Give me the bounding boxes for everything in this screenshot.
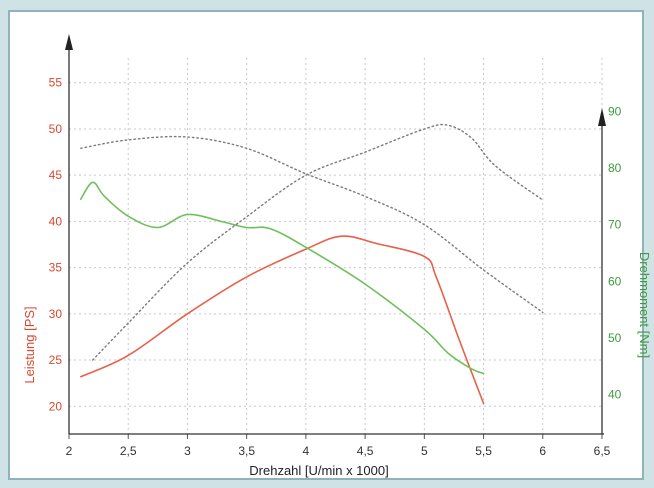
x-tick-label: 3,5 (238, 444, 255, 458)
y2-tick-label: 40 (608, 387, 622, 401)
x-tick-label: 5 (421, 444, 428, 458)
x-tick-label: 5,5 (475, 444, 492, 458)
series-line-drehmoment (80, 181, 485, 375)
grid (69, 58, 603, 434)
y2-tick-label: 70 (608, 218, 622, 232)
x-tick-label: 3 (184, 444, 191, 458)
series-line-leistung (80, 235, 485, 405)
x-tick-label: 4,5 (357, 444, 374, 458)
y2-tick-label: 50 (608, 331, 622, 345)
y-tick-label: 35 (49, 261, 63, 275)
x-tick-label: 2,5 (120, 444, 137, 458)
axes (65, 34, 606, 439)
x-axis-title: Drehzahl [U/min x 1000] (249, 463, 388, 478)
x-tick-label: 6,5 (594, 444, 611, 458)
tick-labels: 2 2,5 3 3,5 4 4,5 5 5,5 6 6,5 20 25 30 35 40 45 50 55 40 50… (49, 76, 622, 458)
y-tick-label: 40 (49, 214, 63, 228)
reference-line-leistung (92, 123, 544, 361)
x-tick-label: 6 (539, 444, 546, 458)
y-tick-label: 50 (49, 122, 63, 136)
y2-axis-arrow-icon (598, 108, 606, 126)
y-tick-label: 45 (49, 168, 63, 182)
y2-axis-title: Drehmoment [Nm] (637, 252, 652, 358)
y2-tick-label: 60 (608, 274, 622, 288)
y-tick-label: 25 (49, 353, 63, 367)
x-tick-label: 2 (66, 444, 73, 458)
x-tick-label: 4 (303, 444, 310, 458)
series-lines (80, 123, 544, 405)
y-tick-label: 20 (49, 399, 63, 413)
y2-tick-label: 90 (608, 105, 622, 119)
chart-panel (8, 10, 644, 480)
y-axis-title: Leistung [PS] (22, 306, 37, 383)
y-tick-label: 55 (49, 76, 63, 90)
y-tick-label: 30 (49, 307, 63, 321)
reference-line-drehmoment (80, 135, 544, 314)
y2-tick-label: 80 (608, 161, 622, 175)
y-axis-arrow-icon (65, 34, 73, 50)
